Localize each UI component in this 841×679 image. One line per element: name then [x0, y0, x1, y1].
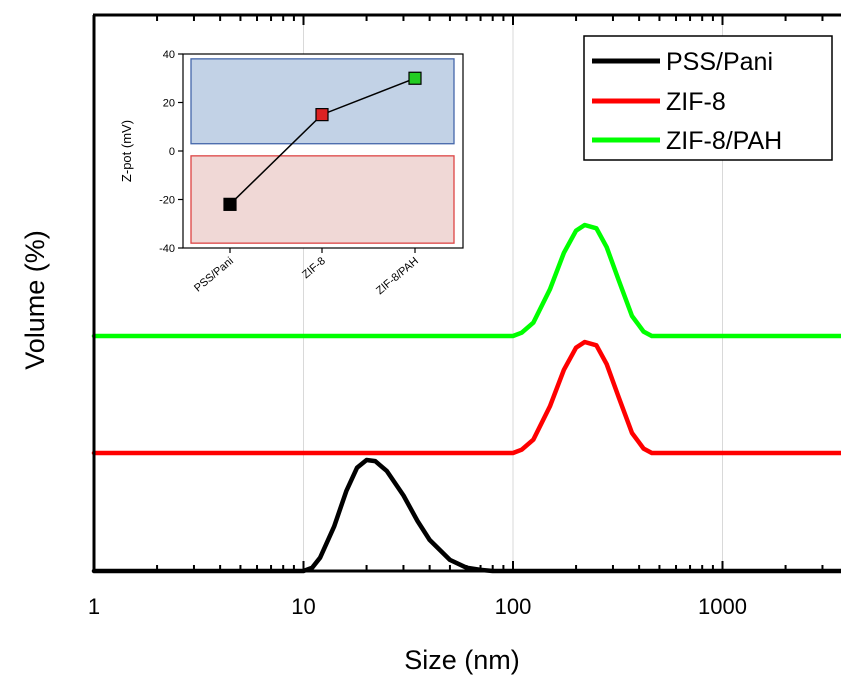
- inset-x-tick-label-zif-8: ZIF-8: [300, 255, 328, 281]
- inset-marker-pss-pani: [223, 197, 237, 211]
- inset-y-tick-label--20: -20: [159, 195, 175, 207]
- inset-y-tick-label-40: 40: [163, 49, 175, 61]
- zeta-potential-inset: -40 -20 0 20 40 PSS/Pani ZIF-8 ZIF-8/PAH Z-pot…: [119, 49, 464, 297]
- inset-marker-zif-8: [315, 108, 329, 122]
- legend: PSS/Pani ZIF-8 ZIF-8/PAH: [583, 35, 833, 161]
- inset-y-tick-label--40: -40: [159, 243, 175, 255]
- inset-y-axis-title: Z-pot (mV): [119, 120, 134, 182]
- legend-label-zif8-pah: ZIF-8/PAH: [666, 127, 782, 155]
- inset-y-tick-label-20: 20: [163, 98, 175, 110]
- x-tick-label-1: 1: [88, 594, 100, 619]
- series-line-zif-8-pah: [91, 222, 841, 339]
- inset-x-tick-label-pss-pani: PSS/Pani: [192, 255, 236, 294]
- inset-x-tick-label-zif-8-pah: ZIF-8/PAH: [374, 255, 421, 297]
- legend-label-pss-pani: PSS/Pani: [666, 48, 773, 76]
- x-tick-label-100: 100: [495, 594, 532, 619]
- legend-label-zif8: ZIF-8: [666, 88, 726, 116]
- inset-x-ticks: PSS/Pani ZIF-8 ZIF-8/PAH: [192, 248, 421, 297]
- series-line-zif-8: [91, 339, 841, 456]
- inset-marker-zif-8-pah: [408, 71, 422, 85]
- inset-region-positive: [190, 58, 455, 145]
- x-axis-title: Size (nm): [404, 645, 520, 675]
- inset-y-ticks: -40 -20 0 20 40: [159, 49, 183, 255]
- x-ticks: 1 10 100 1000: [88, 15, 824, 619]
- x-tick-label-10: 10: [291, 594, 315, 619]
- x-tick-label-1000: 1000: [698, 594, 747, 619]
- inset-y-tick-label-0: 0: [169, 146, 175, 158]
- inset-series: [223, 71, 422, 211]
- main-series-group: [91, 222, 841, 574]
- y-axis-title: Volume (%): [20, 230, 50, 370]
- series-line-pss-pani: [91, 457, 841, 574]
